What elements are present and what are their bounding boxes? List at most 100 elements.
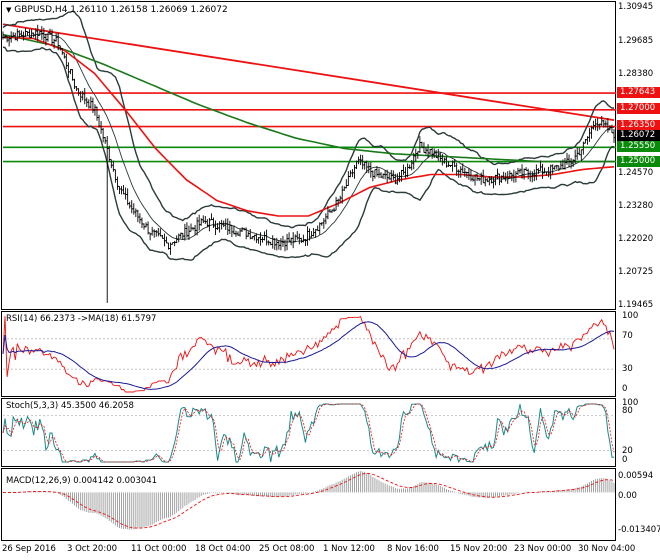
- price-bar: [191, 227, 195, 231]
- price-bar: [345, 179, 348, 189]
- price-bar: [324, 213, 328, 225]
- rsi-title: RSI(14) 66.2373 ->MA(18) 61.5797: [6, 314, 157, 324]
- price-bar: [357, 156, 360, 165]
- stoch-main-line: [2, 403, 614, 464]
- price-bar: [306, 226, 309, 246]
- price-bar: [408, 164, 411, 169]
- rsi-line: [2, 316, 615, 393]
- price-bar: [298, 233, 301, 245]
- price-tick-label: 1.23280: [618, 201, 654, 211]
- price-bar: [220, 219, 223, 230]
- rsi-tick-label: 70: [622, 331, 633, 341]
- price-bar: [402, 164, 405, 175]
- price-bar: [594, 118, 597, 131]
- price-bar: [518, 168, 522, 174]
- triangle-down-icon: ▼: [6, 6, 12, 14]
- current-price-tag: 1.26072: [617, 130, 660, 141]
- price-bar: [77, 88, 80, 96]
- time-axis-label: 26 Sep 2016: [2, 544, 56, 554]
- price-bar: [389, 169, 393, 183]
- price-bar: [271, 235, 275, 249]
- chart-title: ▼ GBPUSD,H4 1.26110 1.26158 1.26069 1.26…: [6, 5, 228, 16]
- level-tag-126350: 1.26350: [617, 120, 660, 131]
- price-bar: [318, 222, 322, 235]
- price-bar: [457, 169, 460, 178]
- price-bar: [277, 240, 281, 250]
- price-bar: [332, 207, 336, 213]
- price-bar: [316, 225, 319, 232]
- price-bar: [369, 162, 373, 178]
- price-bar: [265, 229, 268, 246]
- price-bar: [136, 209, 140, 223]
- price-bar: [214, 220, 217, 235]
- price-bar: [71, 69, 74, 81]
- price-bar: [36, 24, 40, 42]
- price-bar: [483, 177, 487, 187]
- macd-panel-frame: [1, 468, 616, 541]
- price-bar: [218, 221, 221, 233]
- price-bar: [154, 229, 158, 237]
- price-bar: [295, 231, 299, 240]
- symbol-ohlc-header: GBPUSD,H4 1.26110 1.26158 1.26069 1.2607…: [14, 5, 228, 15]
- price-bar: [157, 227, 160, 237]
- rsi-tick-label: 30: [622, 364, 633, 374]
- macd-tick-label: -0.013407: [618, 525, 660, 535]
- rsi-panel-frame: [1, 311, 616, 397]
- price-bar: [210, 213, 213, 221]
- time-axis-label: 11 Oct 00:00: [131, 544, 187, 554]
- price-bar: [240, 227, 244, 232]
- price-bar: [63, 52, 66, 59]
- price-bar: [259, 232, 262, 246]
- price-series-group: [1, 10, 616, 303]
- bollinger-upper: [2, 10, 615, 229]
- price-bar: [353, 164, 356, 179]
- price-bar: [424, 147, 428, 155]
- price-bar: [152, 229, 156, 238]
- price-bar: [201, 215, 205, 224]
- stoch-title: Stoch(5,3,3) 45.3500 46.2058: [6, 401, 134, 411]
- price-bar: [580, 149, 583, 161]
- price-bar: [512, 169, 516, 183]
- price-bar: [430, 147, 434, 159]
- level-tag-125550: 1.25550: [617, 141, 660, 152]
- price-bar: [439, 152, 442, 162]
- price-bar: [246, 231, 250, 237]
- price-bar: [124, 187, 127, 200]
- price-tick-label: 1.22020: [618, 234, 654, 244]
- price-bar: [73, 78, 76, 90]
- price-bar: [535, 164, 538, 181]
- price-bar: [128, 201, 131, 209]
- level-tag-127000: 1.27000: [617, 103, 660, 114]
- price-bar: [371, 170, 375, 182]
- stoch-tick-label: 100: [622, 398, 639, 408]
- price-bar: [467, 168, 471, 180]
- time-axis-label: 18 Oct 04:00: [195, 544, 251, 554]
- price-bar: [367, 162, 371, 174]
- price-bar: [126, 188, 129, 206]
- ma-slow-green: [2, 33, 614, 163]
- price-bar: [459, 166, 463, 178]
- bollinger-lower: [2, 46, 615, 261]
- resistance-trendline: [2, 23, 615, 122]
- time-axis-label: 1 Nov 12:00: [323, 544, 375, 554]
- price-bar: [163, 233, 166, 247]
- price-bar: [228, 220, 232, 235]
- price-bar: [279, 238, 283, 251]
- price-tick-label: 1.20725: [618, 267, 654, 277]
- price-bar: [498, 173, 501, 186]
- price-bar: [99, 121, 103, 134]
- price-bar: [577, 147, 581, 156]
- price-bar: [349, 170, 352, 178]
- price-bar: [461, 163, 465, 174]
- price-bar: [134, 208, 138, 218]
- price-bar: [541, 163, 544, 179]
- price-bar: [377, 168, 381, 179]
- macd-series-group: [3, 471, 615, 530]
- time-axis-label: 8 Nov 16:00: [387, 544, 439, 554]
- price-bar: [212, 217, 215, 228]
- price-bar: [16, 28, 19, 42]
- stoch-tick-label: 80: [622, 406, 633, 416]
- rsi-series-group: [2, 316, 615, 393]
